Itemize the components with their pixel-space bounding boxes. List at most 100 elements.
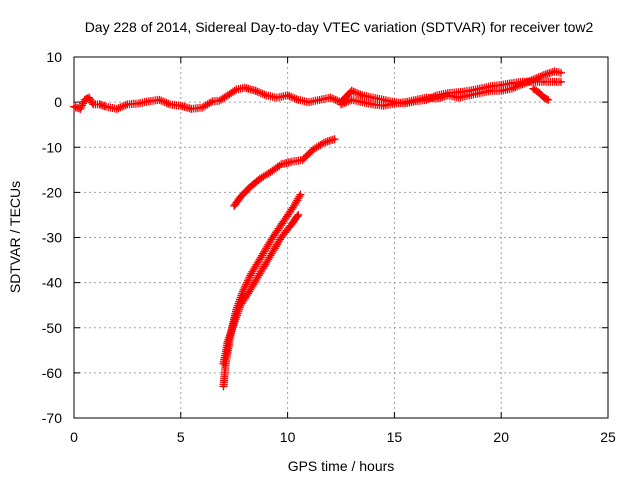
- data-point: [521, 82, 525, 86]
- data-point: [538, 91, 542, 95]
- x-tick-label: 0: [70, 429, 78, 445]
- data-point: [478, 87, 482, 91]
- data-point: [91, 102, 95, 106]
- data-point: [307, 100, 311, 104]
- data-point: [553, 69, 557, 73]
- data-point: [279, 236, 283, 239]
- data-point: [269, 170, 273, 174]
- data-point: [232, 204, 236, 208]
- data-point: [290, 160, 294, 164]
- data-point: [382, 104, 386, 108]
- x-axis-title: GPS time / hours: [288, 458, 395, 474]
- chart-title: Day 228 of 2014, Sidereal Day-to-day VTE…: [85, 19, 594, 35]
- data-point: [424, 96, 428, 100]
- data-point: [264, 93, 268, 97]
- data-point: [115, 107, 119, 111]
- y-axis-title: SDTVAR / TECUs: [7, 181, 23, 293]
- series-upper-recovery-arc: [230, 135, 339, 210]
- data-point: [254, 89, 258, 93]
- data-point: [249, 272, 253, 276]
- data-point: [542, 80, 546, 84]
- data-point: [328, 96, 332, 100]
- data-point: [392, 101, 396, 105]
- data-point: [546, 98, 550, 102]
- data-markers: [230, 135, 339, 210]
- data-point: [339, 102, 343, 106]
- data-point: [258, 177, 262, 181]
- data-point: [467, 89, 471, 93]
- data-point: [226, 339, 230, 343]
- data-point: [275, 96, 279, 100]
- data-markers: [70, 77, 566, 113]
- y-tick-label: -70: [42, 410, 62, 426]
- data-point: [292, 204, 296, 208]
- data-point: [553, 80, 557, 84]
- y-tick-label: -60: [42, 365, 62, 381]
- grid-lines: [74, 57, 608, 418]
- data-point: [290, 222, 294, 226]
- data-point: [239, 195, 243, 199]
- data-point: [478, 91, 482, 95]
- data-point: [489, 84, 493, 88]
- series-lower-arc-B: [219, 210, 303, 368]
- data-point: [414, 98, 418, 102]
- y-tick-label: -20: [42, 184, 62, 200]
- data-point: [531, 78, 535, 82]
- data-point: [542, 73, 546, 77]
- y-tick-label: 10: [46, 49, 62, 65]
- data-point: [269, 254, 273, 258]
- data-point: [104, 105, 108, 109]
- data-points: [70, 67, 566, 391]
- data-point: [467, 93, 471, 97]
- y-tick-label: -30: [42, 230, 62, 246]
- data-point: [403, 100, 407, 104]
- data-point: [559, 80, 563, 84]
- data-point: [241, 290, 245, 294]
- x-tick-label: 25: [600, 429, 616, 445]
- data-point: [510, 81, 514, 85]
- data-point: [247, 290, 251, 294]
- data-point: [499, 83, 503, 87]
- y-tick-label: 0: [54, 94, 62, 110]
- data-point: [211, 99, 215, 103]
- data-point: [371, 96, 375, 100]
- data-point: [301, 158, 305, 162]
- series-main-track: [70, 77, 566, 113]
- x-tick-label: 20: [493, 429, 509, 445]
- data-point: [189, 107, 193, 111]
- y-tick-label: -40: [42, 275, 62, 291]
- data-point: [157, 98, 161, 102]
- data-point: [179, 104, 183, 108]
- data-point: [298, 193, 302, 197]
- data-point: [350, 89, 354, 93]
- data-point: [87, 96, 91, 100]
- data-point: [446, 93, 450, 97]
- data-point: [531, 87, 535, 91]
- data-point: [147, 99, 151, 103]
- data-point: [286, 93, 290, 97]
- x-tick-label: 10: [280, 429, 296, 445]
- data-point: [222, 384, 226, 388]
- data-point: [382, 98, 386, 102]
- axis-ticks: 0 5 10 15 20 25 10 0 -10 -20 -30 -40 -50 -60 -70: [42, 49, 616, 445]
- data-point: [98, 102, 102, 106]
- data-point: [333, 137, 337, 141]
- data-point: [489, 89, 493, 93]
- data-point: [200, 106, 204, 110]
- series-secondary-track: [337, 67, 566, 110]
- data-point: [456, 96, 460, 100]
- data-point: [271, 236, 275, 239]
- data-point: [279, 162, 283, 166]
- data-point: [322, 141, 326, 145]
- data-point: [510, 87, 514, 91]
- data-point: [360, 100, 364, 104]
- x-tick-label: 5: [177, 429, 185, 445]
- data-point: [234, 87, 238, 91]
- data-point: [542, 96, 546, 100]
- data-point: [260, 254, 264, 258]
- data-point: [83, 98, 87, 102]
- data-point: [226, 93, 230, 97]
- y-tick-label: -10: [42, 139, 62, 155]
- data-point: [243, 86, 247, 90]
